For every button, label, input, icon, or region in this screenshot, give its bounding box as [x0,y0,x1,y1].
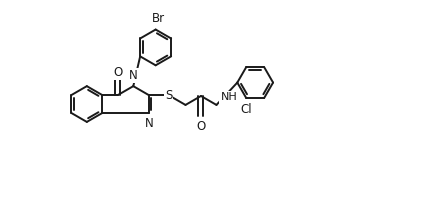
Text: N: N [129,69,137,82]
Text: NH: NH [220,92,237,102]
Text: Cl: Cl [240,102,252,116]
Text: O: O [113,66,122,79]
Text: S: S [164,89,172,102]
Text: N: N [144,118,153,130]
Text: O: O [196,120,205,133]
Text: Br: Br [151,12,164,25]
